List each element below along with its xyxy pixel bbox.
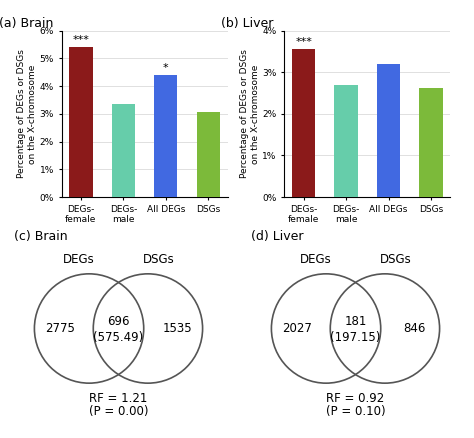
Text: (b) Liver: (b) Liver bbox=[221, 18, 273, 30]
Y-axis label: Percentage of DEGs or DSGs
on the X-chromosome: Percentage of DEGs or DSGs on the X-chro… bbox=[240, 49, 260, 178]
Text: *: * bbox=[163, 63, 169, 73]
Text: 2775: 2775 bbox=[45, 322, 74, 335]
Text: (d) Liver: (d) Liver bbox=[251, 230, 304, 243]
Text: 1535: 1535 bbox=[163, 322, 192, 335]
Text: ***: *** bbox=[73, 35, 89, 45]
Text: RF = 1.21: RF = 1.21 bbox=[89, 392, 148, 405]
Text: RF = 0.92: RF = 0.92 bbox=[327, 392, 384, 405]
Bar bbox=[377, 64, 400, 197]
Text: 846: 846 bbox=[403, 322, 426, 335]
Text: (a) Brain: (a) Brain bbox=[0, 18, 53, 30]
Bar bbox=[69, 47, 92, 197]
Text: (c) Brain: (c) Brain bbox=[14, 230, 68, 243]
Bar bbox=[154, 75, 177, 197]
Text: ***: *** bbox=[295, 37, 312, 47]
Text: DSGs: DSGs bbox=[143, 254, 174, 266]
Text: (575.49): (575.49) bbox=[93, 332, 144, 344]
Text: DEGs: DEGs bbox=[63, 254, 94, 266]
Text: (P = 0.00): (P = 0.00) bbox=[89, 405, 148, 418]
Text: DSGs: DSGs bbox=[380, 254, 411, 266]
Text: 696: 696 bbox=[107, 314, 130, 328]
Bar bbox=[335, 85, 358, 197]
Text: (P = 0.10): (P = 0.10) bbox=[326, 405, 385, 418]
Y-axis label: Percentage of DEGs or DSGs
on the X-chromosome: Percentage of DEGs or DSGs on the X-chro… bbox=[18, 49, 37, 178]
Bar bbox=[112, 104, 135, 197]
Text: (197.15): (197.15) bbox=[330, 332, 381, 344]
Bar bbox=[419, 88, 443, 197]
Bar bbox=[292, 49, 315, 197]
Text: 2027: 2027 bbox=[282, 322, 311, 335]
Bar bbox=[197, 113, 220, 197]
Text: 181: 181 bbox=[344, 314, 367, 328]
Text: DEGs: DEGs bbox=[300, 254, 331, 266]
